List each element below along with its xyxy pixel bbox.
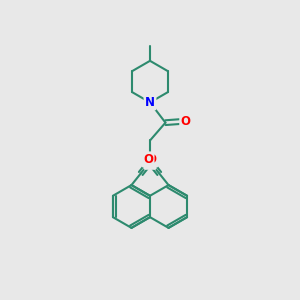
Text: O: O: [181, 115, 191, 128]
Text: N: N: [145, 96, 155, 109]
Text: O: O: [147, 153, 157, 166]
Text: O: O: [143, 153, 153, 166]
Text: N: N: [145, 155, 155, 168]
